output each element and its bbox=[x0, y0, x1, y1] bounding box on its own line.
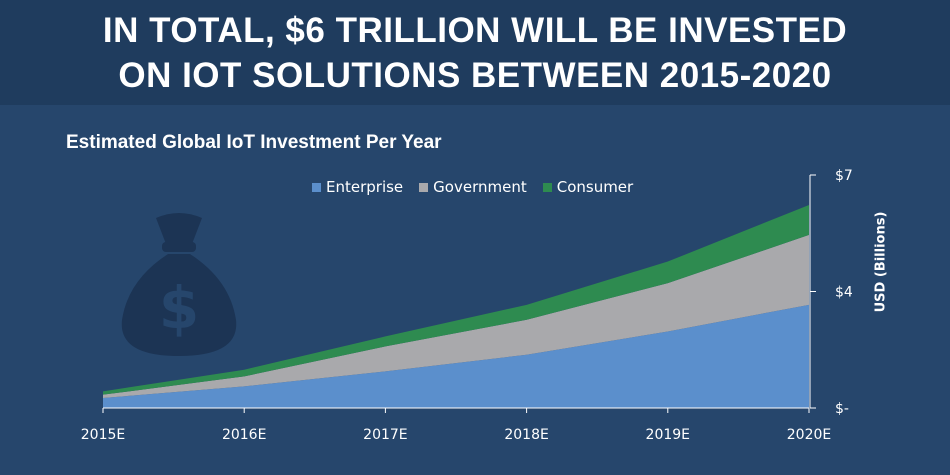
legend-swatch-government bbox=[419, 182, 429, 192]
area-government bbox=[103, 234, 809, 399]
legend-label-consumer: Consumer bbox=[556, 178, 634, 196]
x-tick-label: 2017E bbox=[363, 427, 407, 443]
x-axis: 2015E 2016E 2017E 2018E 2019E 2020E bbox=[81, 407, 831, 443]
legend-swatch-consumer bbox=[542, 182, 552, 192]
area-enterprise bbox=[103, 304, 809, 408]
legend-label-enterprise: Enterprise bbox=[326, 178, 404, 196]
legend-label-government: Government bbox=[433, 178, 527, 196]
x-tick-label: 2015E bbox=[81, 427, 125, 443]
x-tick-label: 2016E bbox=[222, 427, 266, 443]
y-axis-title-text: USD (Billions) bbox=[873, 211, 889, 313]
money-bag-icon: $ bbox=[118, 210, 240, 364]
y-tick-label: $- bbox=[835, 401, 849, 417]
x-tick-label: 2019E bbox=[646, 427, 690, 443]
y-tick-label: $7 bbox=[835, 168, 853, 184]
y-axis: $- $4 $7 bbox=[809, 168, 853, 417]
legend-item-government: Government bbox=[419, 178, 527, 196]
x-tick-label: 2020E bbox=[787, 427, 831, 443]
chart-legend: Enterprise Government Consumer bbox=[312, 178, 633, 196]
legend-swatch-enterprise bbox=[312, 182, 321, 192]
y-tick-label: $4 bbox=[835, 285, 853, 301]
legend-item-consumer: Consumer bbox=[542, 178, 634, 196]
legend-item-enterprise: Enterprise bbox=[312, 178, 403, 196]
svg-text:$: $ bbox=[159, 274, 199, 342]
chart-title: Estimated Global IoT Investment Per Year bbox=[66, 132, 442, 153]
headline-line-2: ON IOT SOLUTIONS BETWEEN 2015-2020 bbox=[118, 55, 832, 95]
x-tick-label: 2018E bbox=[504, 427, 548, 443]
headline: IN TOTAL, $6 TRILLION WILL BE INVESTED O… bbox=[0, 0, 950, 105]
headline-line-1: IN TOTAL, $6 TRILLION WILL BE INVESTED bbox=[102, 10, 848, 50]
chart-areas bbox=[103, 204, 809, 408]
